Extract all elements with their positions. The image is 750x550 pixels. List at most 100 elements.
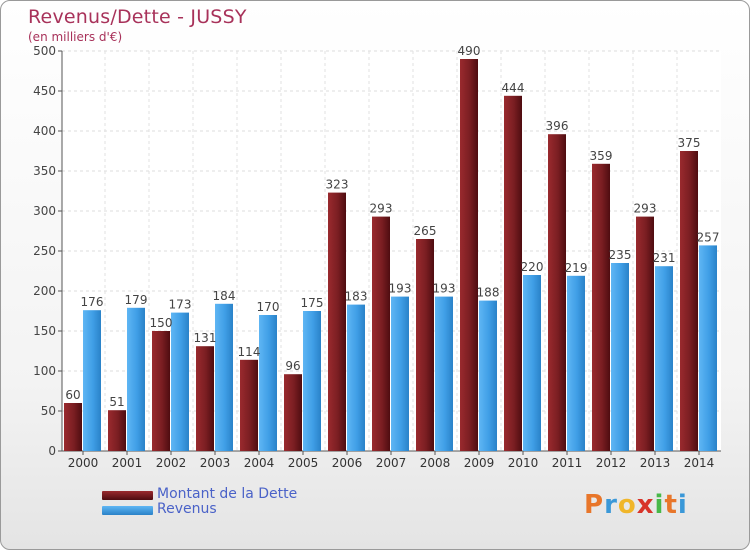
bar-revenus — [479, 300, 497, 451]
data-label-revenus: 188 — [477, 286, 500, 300]
bar-revenus — [171, 312, 189, 451]
bar-revenus — [523, 275, 541, 451]
bar-revenus — [655, 266, 673, 451]
data-label-dette: 265 — [414, 224, 437, 238]
data-label-dette: 150 — [150, 316, 173, 330]
data-label-dette: 444 — [502, 81, 525, 95]
y-tick-label: 300 — [33, 204, 56, 218]
y-tick-label: 250 — [33, 244, 56, 258]
legend-swatch-revenus — [102, 506, 153, 515]
logo-letter: P — [584, 490, 605, 520]
x-tick-label: 2007 — [376, 456, 407, 470]
x-tick-label: 2011 — [552, 456, 583, 470]
bar-dette — [680, 151, 698, 451]
chart-title: Revenus/Dette - JUSSY — [28, 6, 247, 28]
y-tick-label: 400 — [33, 124, 56, 138]
data-label-revenus: 183 — [345, 290, 368, 304]
data-label-revenus: 193 — [389, 282, 412, 296]
bar-revenus — [699, 245, 717, 451]
data-label-revenus: 184 — [213, 289, 236, 303]
y-tick-label: 50 — [41, 404, 56, 418]
y-tick-label: 200 — [33, 284, 56, 298]
bar-dette — [284, 374, 302, 451]
bar-dette — [636, 216, 654, 451]
data-label-dette: 51 — [109, 395, 124, 409]
bar-dette — [372, 216, 390, 451]
data-label-revenus: 175 — [301, 296, 324, 310]
data-label-dette: 396 — [546, 119, 569, 133]
bar-dette — [504, 95, 522, 452]
x-tick-label: 2003 — [200, 456, 231, 470]
logo-letter: i — [677, 490, 688, 520]
data-label-revenus: 257 — [697, 230, 720, 244]
data-label-dette: 60 — [65, 388, 80, 402]
bar-dette — [240, 359, 258, 451]
logo-letter: r — [604, 490, 618, 520]
bar-revenus — [215, 303, 233, 451]
data-label-dette: 293 — [634, 202, 657, 216]
x-tick-label: 2001 — [112, 456, 143, 470]
x-tick-label: 2013 — [640, 456, 671, 470]
y-tick-label: 100 — [33, 364, 56, 378]
bar-revenus — [347, 304, 365, 451]
data-label-dette: 375 — [678, 136, 701, 150]
logo-letter: i — [654, 490, 665, 520]
logo-letter: o — [617, 490, 637, 520]
bar-dette — [460, 59, 478, 451]
bar-dette — [548, 134, 566, 451]
x-tick-label: 2004 — [244, 456, 275, 470]
data-label-revenus: 173 — [169, 298, 192, 312]
bars — [64, 59, 717, 452]
bar-dette — [152, 331, 170, 451]
y-tick-label: 500 — [33, 44, 56, 58]
x-tick-label: 2012 — [596, 456, 627, 470]
logo-letter: t — [664, 490, 678, 520]
data-label-revenus: 231 — [653, 251, 676, 265]
bar-dette — [592, 163, 610, 452]
bar-revenus — [435, 296, 453, 451]
data-label-revenus: 220 — [521, 260, 544, 274]
bar-dette — [108, 410, 126, 451]
y-tick-label: 150 — [33, 324, 56, 338]
axes: 0 50 100 150 200 250 300 350 400 450 500 2000 2001 20… — [33, 44, 721, 470]
data-label-dette: 293 — [370, 202, 393, 216]
x-tick-label: 2014 — [684, 456, 715, 470]
y-tick-label: 350 — [33, 164, 56, 178]
x-tick-label: 2008 — [420, 456, 451, 470]
bar-revenus — [259, 315, 277, 451]
data-label-revenus: 179 — [125, 293, 148, 307]
bar-revenus — [303, 311, 321, 451]
data-label-revenus: 219 — [565, 261, 588, 275]
legend-swatch-dette — [102, 491, 153, 500]
data-label-dette: 323 — [326, 178, 349, 192]
x-tick-label: 2005 — [288, 456, 319, 470]
data-label-dette: 114 — [238, 345, 261, 359]
data-label-dette: 131 — [194, 331, 217, 345]
bar-revenus — [391, 296, 409, 451]
chart-subtitle: (en milliers d'€) — [28, 30, 123, 44]
proxiti-logo: Proxiti — [584, 490, 688, 520]
data-label-revenus: 235 — [609, 248, 632, 262]
bar-dette — [64, 403, 82, 451]
x-tick-label: 2006 — [332, 456, 363, 470]
x-tick-label: 2009 — [464, 456, 495, 470]
x-tick-label: 2000 — [68, 456, 99, 470]
x-tick-label: 2010 — [508, 456, 539, 470]
bar-dette — [328, 192, 346, 451]
legend-label-revenus: Revenus — [157, 501, 217, 517]
bar-dette — [416, 239, 434, 451]
bar-revenus — [127, 307, 145, 451]
data-label-dette: 359 — [590, 149, 613, 163]
data-label-dette: 490 — [458, 44, 481, 58]
bar-revenus — [83, 310, 101, 451]
data-label-revenus: 176 — [81, 295, 104, 309]
bar-dette — [196, 346, 214, 451]
data-label-revenus: 193 — [433, 282, 456, 296]
y-tick-label: 450 — [33, 84, 56, 98]
bar-revenus — [567, 275, 585, 451]
y-tick-label: 0 — [48, 444, 56, 458]
x-tick-label: 2002 — [156, 456, 187, 470]
